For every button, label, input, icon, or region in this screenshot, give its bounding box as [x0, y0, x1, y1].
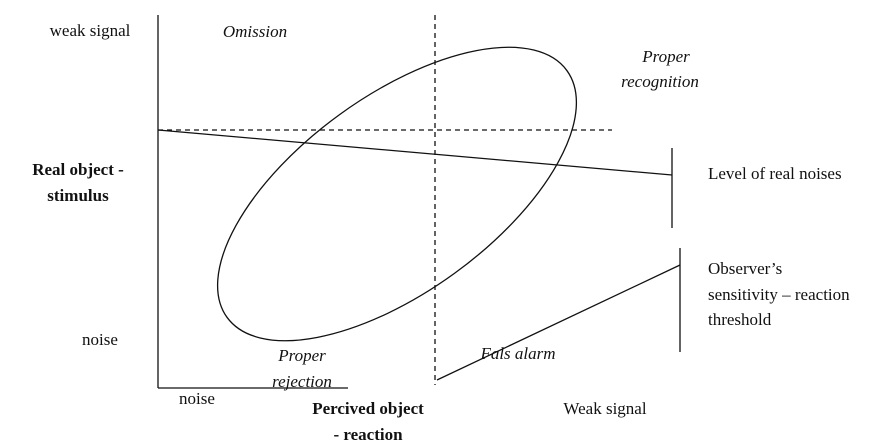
- region-label: Proper: [277, 346, 326, 365]
- legend-label: threshold: [708, 310, 772, 329]
- x-title: - reaction: [333, 425, 403, 444]
- legend-label: sensitivity – reaction: [708, 285, 850, 304]
- y-title: Real object -: [32, 160, 124, 179]
- region-label: recognition: [621, 72, 699, 91]
- legend-label: Observer’s: [708, 259, 782, 278]
- x-left-label: noise: [179, 389, 215, 408]
- sensitivity-line: [436, 264, 681, 381]
- x-title: Percived object: [312, 399, 424, 418]
- y-top-label: weak signal: [50, 21, 131, 40]
- y-bottom-label: noise: [82, 330, 118, 349]
- noise-line: [157, 129, 673, 176]
- legend-label: Level of real noises: [708, 164, 842, 183]
- region-label: Proper: [641, 47, 690, 66]
- region-label: Fals alarm: [479, 344, 555, 363]
- x-right-label: Weak signal: [563, 399, 646, 418]
- region-label: rejection: [272, 372, 332, 391]
- distribution-ellipse: [216, 46, 578, 342]
- y-title: stimulus: [47, 186, 109, 205]
- region-label: Omission: [223, 22, 287, 41]
